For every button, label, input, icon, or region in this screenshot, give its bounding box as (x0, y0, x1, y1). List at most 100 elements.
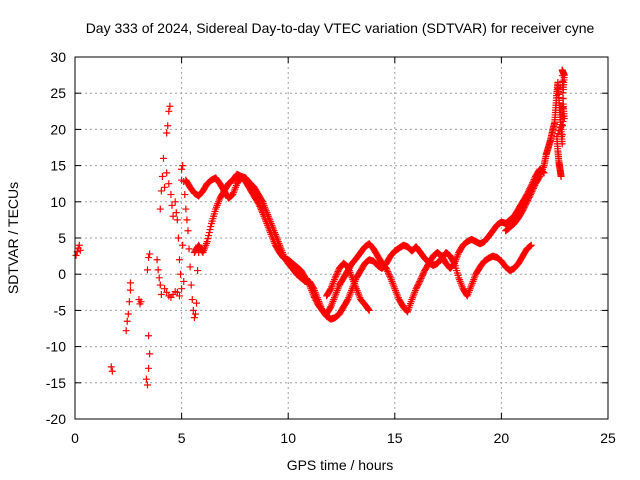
data-point (528, 188, 536, 196)
data-point (175, 256, 183, 264)
data-point (386, 272, 394, 280)
data-point (169, 212, 177, 220)
data-point (126, 286, 134, 294)
data-point (165, 107, 173, 115)
data-point (558, 131, 566, 139)
series-early-low (107, 250, 165, 389)
data-point (158, 172, 166, 180)
data-point (205, 229, 213, 237)
data-point (179, 162, 187, 170)
data-point (557, 172, 565, 180)
data-point (194, 267, 202, 275)
data-point (146, 250, 154, 258)
data-point (383, 266, 391, 274)
data-point (334, 268, 342, 276)
data-point (155, 274, 163, 282)
y-tick-label: -5 (54, 302, 67, 318)
data-point (331, 274, 339, 282)
data-point (156, 205, 164, 213)
data-point (558, 121, 566, 129)
y-axis-ticks: -20 -15 -10 -5 0 5 10 15 20 25 30 (46, 49, 608, 427)
data-point (168, 201, 176, 209)
data-point (557, 124, 565, 132)
x-axis-ticks: 0 5 10 15 20 25 (71, 57, 616, 446)
chart-title: Day 333 of 2024, Sidereal Day-to-day VTE… (86, 20, 595, 36)
data-point (530, 183, 538, 191)
data-point (384, 268, 392, 276)
data-point (255, 201, 263, 209)
data-point (182, 205, 190, 213)
data-point (305, 280, 313, 288)
data-point (529, 184, 537, 192)
data-point (165, 180, 173, 188)
data-point (559, 118, 567, 126)
series-track-b (190, 165, 548, 318)
data-point (173, 216, 181, 224)
data-point (529, 186, 537, 194)
data-point (179, 241, 187, 249)
data-point (418, 273, 426, 281)
data-point (184, 227, 192, 235)
data-point (72, 251, 80, 259)
x-tick-label: 15 (387, 430, 403, 446)
data-point (560, 115, 568, 123)
data-point (137, 298, 145, 306)
series-isolated-start (72, 241, 84, 259)
y-axis-label: SDTVAR / TECUs (5, 182, 21, 294)
data-point (204, 235, 212, 243)
data-point (173, 288, 181, 296)
data-point (167, 191, 175, 199)
data-point (107, 363, 115, 371)
data-point (205, 232, 213, 240)
x-tick-label: 25 (600, 430, 616, 446)
data-point (535, 174, 543, 182)
data-point (143, 381, 151, 389)
data-point (156, 281, 164, 289)
y-tick-label: 30 (50, 49, 66, 65)
data-point (527, 241, 535, 249)
data-point (145, 254, 153, 262)
data-point (181, 191, 189, 199)
data-point (254, 199, 262, 207)
y-tick-label: -10 (46, 339, 66, 355)
data-point (527, 189, 535, 197)
data-point (174, 234, 182, 242)
data-point (123, 317, 131, 325)
data-point (385, 271, 393, 279)
data-point (256, 202, 264, 210)
data-point (203, 238, 211, 246)
plot-frame (74, 56, 609, 420)
data-point (159, 154, 167, 162)
data-point (180, 277, 188, 285)
data-point (124, 310, 132, 318)
data-point (172, 209, 180, 217)
data-point (419, 270, 427, 278)
data-point (175, 292, 183, 300)
y-tick-label: 10 (50, 194, 66, 210)
data-point (207, 223, 215, 231)
data-point (365, 306, 373, 314)
data-point (157, 187, 165, 195)
data-point (163, 129, 171, 137)
data-point (186, 263, 194, 271)
data-point (206, 226, 214, 234)
data-point (326, 304, 334, 312)
data-point (163, 288, 171, 296)
data-point (187, 281, 195, 289)
data-point (416, 276, 424, 284)
data-point (193, 299, 201, 307)
data-point (555, 127, 563, 135)
y-tick-label: 0 (58, 266, 66, 282)
x-axis-label: GPS time / hours (287, 457, 394, 473)
data-point (108, 367, 116, 375)
data-point (185, 245, 193, 253)
data-point (191, 310, 199, 318)
data-point (161, 183, 169, 191)
data-point (333, 269, 341, 277)
data-point (384, 269, 392, 277)
data-point (326, 286, 334, 294)
data-point (145, 364, 153, 372)
data-point (143, 266, 151, 274)
data-point (177, 270, 185, 278)
